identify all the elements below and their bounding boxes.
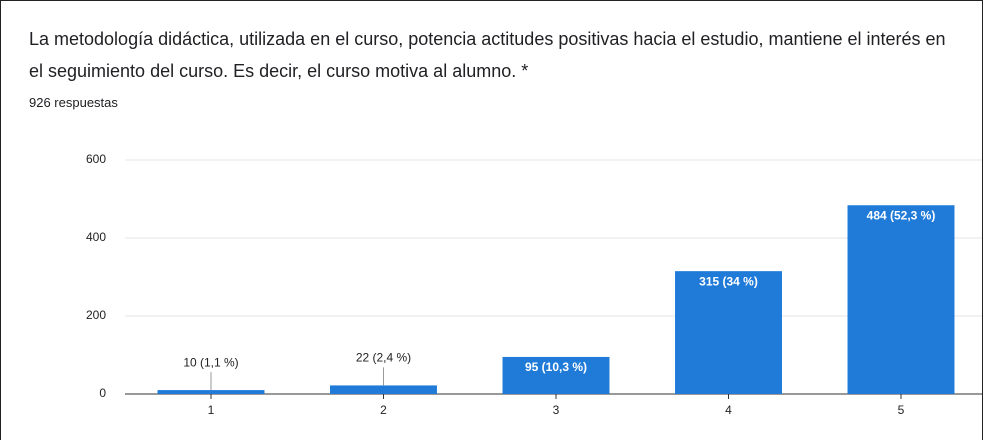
y-tick-label: 400: [86, 230, 106, 244]
data-label: 22 (2,4 %): [356, 351, 411, 365]
data-label: 484 (52,3 %): [867, 208, 936, 222]
y-tick-label: 200: [86, 308, 106, 322]
bar: [675, 271, 782, 394]
x-tick-label: 2: [380, 403, 387, 417]
data-label: 95 (10,3 %): [525, 360, 587, 374]
x-tick-label: 5: [898, 403, 905, 417]
data-label: 315 (34 %): [699, 274, 758, 288]
bar: [330, 385, 437, 394]
y-tick-label: 600: [86, 152, 106, 166]
bar: [157, 390, 265, 394]
bar: [502, 356, 610, 394]
bar: [847, 205, 955, 394]
response-count: 926 respuestas: [29, 95, 118, 110]
x-tick-label: 4: [725, 403, 732, 417]
chart-title: La metodología didáctica, utilizada en e…: [29, 29, 946, 81]
x-tick-label: 3: [553, 403, 560, 417]
y-tick-label: 0: [99, 386, 106, 400]
x-tick-label: 1: [208, 403, 215, 417]
data-label: 10 (1,1 %): [183, 355, 238, 369]
